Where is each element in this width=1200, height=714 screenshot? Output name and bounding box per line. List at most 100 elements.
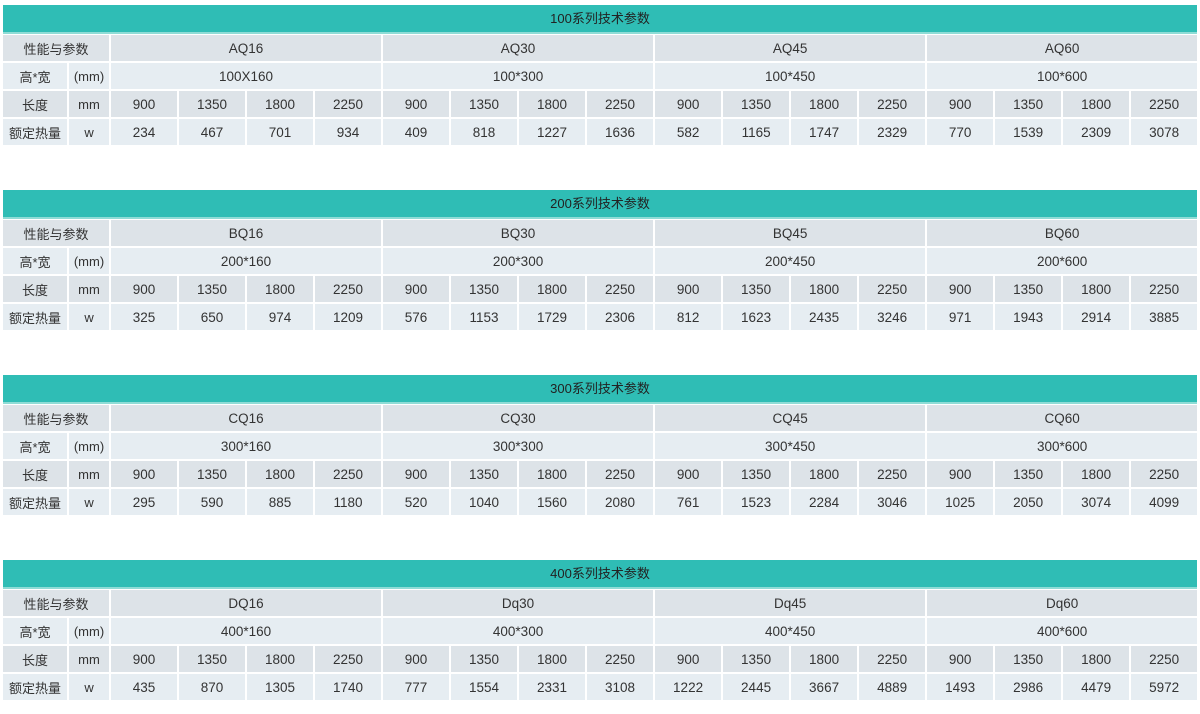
length-value: 1800 — [791, 276, 858, 302]
model-row: 性能与参数 CQ16 CQ30 CQ45 CQ60 — [3, 405, 1198, 431]
length-value: 1800 — [519, 461, 586, 487]
length-value: 2250 — [1131, 461, 1198, 487]
size-value: 400*600 — [927, 618, 1198, 644]
hw-unit: (mm) — [69, 618, 110, 644]
heat-value: 1305 — [247, 674, 314, 700]
length-value: 1800 — [247, 461, 314, 487]
length-value: 1800 — [791, 91, 858, 117]
size-value: 300*300 — [383, 433, 654, 459]
heat-value: 818 — [451, 119, 518, 145]
model-row: 性能与参数 AQ16 AQ30 AQ45 AQ60 — [3, 35, 1198, 61]
series-title: 300系列技术参数 — [3, 375, 1197, 404]
model-row: 性能与参数 BQ16 BQ30 BQ45 BQ60 — [3, 220, 1198, 246]
size-value: 100*300 — [383, 63, 654, 89]
heat-value: 1165 — [723, 119, 790, 145]
heat-value: 467 — [179, 119, 246, 145]
length-unit: mm — [69, 91, 110, 117]
length-value: 1350 — [179, 91, 246, 117]
heat-value: 4889 — [859, 674, 926, 700]
series-title: 100系列技术参数 — [3, 5, 1197, 34]
size-value: 400*160 — [111, 618, 382, 644]
series-title: 200系列技术参数 — [3, 190, 1197, 219]
length-value: 1800 — [519, 276, 586, 302]
length-unit: mm — [69, 646, 110, 672]
length-value: 1350 — [451, 461, 518, 487]
size-row: 高*宽 (mm) 300*160 300*300 300*450 300*600 — [3, 433, 1198, 459]
length-label: 长度 — [3, 461, 67, 487]
heat-value: 3246 — [859, 304, 926, 330]
size-value: 400*300 — [383, 618, 654, 644]
length-value: 1800 — [519, 646, 586, 672]
heat-value: 409 — [383, 119, 450, 145]
heat-value: 650 — [179, 304, 246, 330]
heat-value: 2284 — [791, 489, 858, 515]
heat-unit: w — [69, 489, 110, 515]
length-value: 1800 — [1063, 276, 1130, 302]
heat-value: 777 — [383, 674, 450, 700]
length-value: 2250 — [315, 646, 382, 672]
length-value: 900 — [655, 646, 722, 672]
model-name: AQ30 — [383, 35, 654, 61]
size-value: 200*450 — [655, 248, 926, 274]
hw-label: 高*宽 — [3, 63, 67, 89]
spec-table: 性能与参数 BQ16 BQ30 BQ45 BQ60 高*宽 (mm) 200*160 200*3… — [1, 218, 1199, 332]
hw-unit: (mm) — [69, 433, 110, 459]
length-value: 1800 — [1063, 646, 1130, 672]
params-label: 性能与参数 — [3, 590, 110, 616]
length-value: 900 — [111, 91, 178, 117]
series-table-2: 200系列技术参数 性能与参数 BQ16 BQ30 BQ45 BQ60 高*宽 (mm) 200… — [1, 190, 1199, 332]
length-value: 1350 — [995, 276, 1062, 302]
length-value: 1350 — [723, 461, 790, 487]
heat-unit: w — [69, 119, 110, 145]
length-value: 900 — [383, 461, 450, 487]
model-name: AQ60 — [927, 35, 1198, 61]
heat-value: 1943 — [995, 304, 1062, 330]
hw-unit: (mm) — [69, 248, 110, 274]
length-value: 900 — [927, 646, 994, 672]
length-value: 900 — [111, 276, 178, 302]
length-value: 900 — [655, 91, 722, 117]
heat-value: 295 — [111, 489, 178, 515]
series-table-1: 100系列技术参数 性能与参数 AQ16 AQ30 AQ45 AQ60 高*宽 (mm) 100… — [1, 5, 1199, 147]
length-value: 900 — [111, 461, 178, 487]
heat-value: 974 — [247, 304, 314, 330]
spec-table: 性能与参数 AQ16 AQ30 AQ45 AQ60 高*宽 (mm) 100X160 100*3… — [1, 33, 1199, 147]
length-label: 长度 — [3, 646, 67, 672]
length-value: 2250 — [315, 461, 382, 487]
length-value: 2250 — [315, 91, 382, 117]
length-value: 900 — [383, 91, 450, 117]
heat-value: 701 — [247, 119, 314, 145]
heat-value: 582 — [655, 119, 722, 145]
heat-value: 1153 — [451, 304, 518, 330]
heat-value: 3108 — [587, 674, 654, 700]
heat-label: 额定热量 — [3, 304, 67, 330]
heat-value: 1636 — [587, 119, 654, 145]
heat-value: 5972 — [1131, 674, 1198, 700]
heat-value: 1623 — [723, 304, 790, 330]
length-value: 1800 — [247, 646, 314, 672]
heat-value: 435 — [111, 674, 178, 700]
hw-label: 高*宽 — [3, 433, 67, 459]
heat-unit: w — [69, 304, 110, 330]
heat-value: 1493 — [927, 674, 994, 700]
heat-label: 额定热量 — [3, 119, 67, 145]
heat-value: 1180 — [315, 489, 382, 515]
length-value: 1350 — [179, 276, 246, 302]
model-name: CQ60 — [927, 405, 1198, 431]
length-value: 1350 — [995, 461, 1062, 487]
heat-value: 520 — [383, 489, 450, 515]
length-value: 1800 — [791, 461, 858, 487]
model-name: BQ45 — [655, 220, 926, 246]
heat-row: 额定热量 w 435 870 1305 1740 777 1554 2331 3108 1222 24… — [3, 674, 1198, 700]
size-value: 100X160 — [111, 63, 382, 89]
heat-value: 1539 — [995, 119, 1062, 145]
length-value: 1350 — [723, 276, 790, 302]
heat-value: 1554 — [451, 674, 518, 700]
length-value: 2250 — [859, 461, 926, 487]
length-value: 2250 — [587, 91, 654, 117]
length-value: 1350 — [995, 91, 1062, 117]
size-value: 300*600 — [927, 433, 1198, 459]
length-value: 2250 — [1131, 276, 1198, 302]
heat-value: 3885 — [1131, 304, 1198, 330]
model-row: 性能与参数 DQ16 Dq30 Dq45 Dq60 — [3, 590, 1198, 616]
